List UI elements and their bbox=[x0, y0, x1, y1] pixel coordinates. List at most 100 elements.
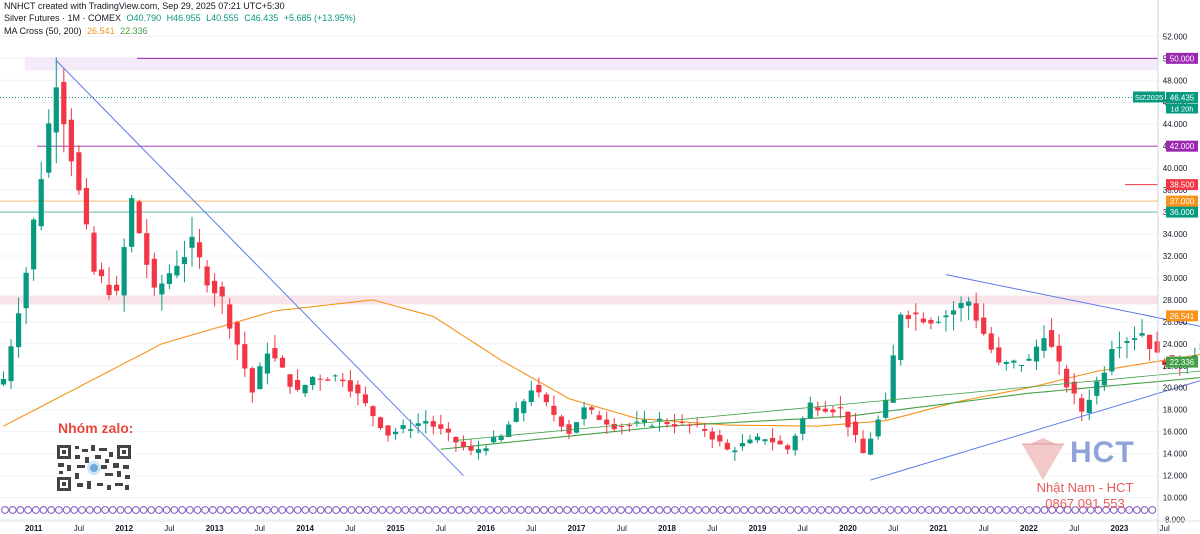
candle-body bbox=[958, 302, 964, 309]
event-marker-icon bbox=[232, 506, 240, 514]
candle-body bbox=[634, 421, 640, 423]
event-marker-icon bbox=[108, 506, 117, 514]
y-tick-label: 48.000 bbox=[1163, 76, 1188, 85]
event-marker-icon bbox=[794, 506, 802, 514]
candle-body bbox=[739, 443, 746, 447]
x-tick-label: Jul bbox=[1069, 524, 1079, 533]
candle-body bbox=[656, 418, 663, 421]
event-marker-icon bbox=[686, 506, 695, 514]
candle-body bbox=[1094, 381, 1100, 396]
candle-body bbox=[423, 421, 429, 424]
event-marker-icon bbox=[532, 506, 541, 514]
indicator-title: MA Cross (50, 200) bbox=[4, 26, 82, 36]
event-marker-icon bbox=[909, 506, 918, 514]
event-marker-icon bbox=[994, 506, 1003, 514]
price-label: 50.000 bbox=[1170, 54, 1195, 63]
price-label: 38.500 bbox=[1170, 181, 1195, 190]
candle-body bbox=[611, 423, 617, 430]
candle-body bbox=[1116, 347, 1123, 349]
candle-body bbox=[769, 437, 776, 443]
event-marker-icon bbox=[786, 506, 795, 514]
event-marker-icon bbox=[147, 506, 156, 514]
candle-body bbox=[1048, 330, 1055, 347]
event-marker-icon bbox=[694, 506, 702, 514]
event-marker-icon bbox=[570, 506, 579, 514]
candle-body bbox=[1003, 362, 1009, 365]
candle-body bbox=[581, 407, 587, 420]
symbol-tag: SIZ2025 bbox=[1135, 93, 1163, 102]
event-marker-icon bbox=[185, 506, 194, 514]
candle-body bbox=[792, 435, 798, 451]
candle-body bbox=[219, 286, 225, 297]
candle-body bbox=[491, 437, 497, 443]
candle-body bbox=[1041, 338, 1047, 351]
candle-body bbox=[1018, 365, 1024, 367]
zalo-label: Nhóm zalo: bbox=[58, 420, 134, 436]
symbol-legend: Silver Futures · 1M · COMEX O40.790 H46.… bbox=[4, 13, 359, 23]
event-marker-icon bbox=[255, 506, 264, 514]
candle-body bbox=[121, 247, 127, 296]
x-tick-label: 2018 bbox=[658, 524, 676, 533]
candle-body bbox=[1146, 334, 1153, 349]
event-marker-icon bbox=[286, 506, 294, 514]
event-marker-icon bbox=[763, 506, 772, 514]
countdown-box bbox=[1166, 103, 1198, 114]
candle-body bbox=[1162, 360, 1168, 365]
event-marker-icon bbox=[848, 506, 856, 514]
y-tick-label: 16.000 bbox=[1163, 428, 1188, 437]
candle-body bbox=[212, 280, 218, 294]
event-marker-icon bbox=[1125, 506, 1134, 514]
event-marker-icon bbox=[85, 506, 94, 514]
candle-body bbox=[1056, 345, 1062, 362]
candle-body bbox=[468, 445, 474, 451]
change-value: +5.685 (+13.95%) bbox=[283, 13, 356, 23]
ma50-line bbox=[3, 299, 1200, 427]
candle-body bbox=[257, 366, 263, 390]
x-tick-label: Jul bbox=[164, 524, 174, 533]
y-tick-label: 24.000 bbox=[1163, 340, 1188, 349]
close-value: C46.435 bbox=[244, 13, 279, 23]
candle-body bbox=[596, 415, 602, 420]
triangle-lower-line bbox=[870, 380, 1200, 481]
candle-body bbox=[506, 424, 512, 437]
candle-body bbox=[1071, 381, 1077, 394]
candle-body bbox=[91, 232, 97, 272]
price-label-box bbox=[1166, 206, 1198, 218]
candle-body bbox=[174, 265, 180, 276]
y-tick-label: 18.000 bbox=[1163, 406, 1188, 415]
ma200-value: 22.336 bbox=[120, 26, 148, 36]
event-marker-icon bbox=[447, 506, 456, 514]
event-marker-icon bbox=[771, 506, 779, 514]
event-marker-icon bbox=[801, 506, 810, 514]
event-marker-icon bbox=[724, 506, 733, 514]
x-tick-label: 2014 bbox=[296, 524, 314, 533]
event-marker-icon bbox=[902, 506, 910, 514]
x-tick-label: Jul bbox=[888, 524, 898, 533]
candle-body bbox=[76, 152, 82, 191]
event-marker-icon bbox=[401, 506, 410, 514]
event-marker-icon bbox=[748, 506, 756, 514]
event-marker-icon bbox=[293, 506, 302, 514]
event-marker-icon bbox=[1117, 506, 1126, 514]
event-marker-icon bbox=[955, 506, 964, 514]
candle-body bbox=[0, 379, 7, 385]
event-marker-icon bbox=[170, 506, 179, 514]
candle-body bbox=[830, 409, 836, 413]
event-marker-icon bbox=[601, 506, 610, 514]
event-marker-icon bbox=[24, 506, 33, 514]
candle-body bbox=[626, 425, 632, 427]
candle-body bbox=[445, 428, 451, 433]
event-marker-icon bbox=[709, 506, 718, 514]
candle-body bbox=[1033, 346, 1040, 362]
candle-body bbox=[785, 445, 791, 450]
candle-body bbox=[973, 303, 979, 321]
event-marker-icon bbox=[671, 506, 679, 514]
candle-body bbox=[883, 399, 889, 418]
event-marker-icon bbox=[463, 506, 471, 514]
event-marker-icon bbox=[1048, 506, 1057, 514]
price-label: 36.000 bbox=[1170, 208, 1195, 217]
brand-block: Nhật Nam - HCT 0867 091 553 bbox=[1010, 480, 1160, 512]
candle-body bbox=[181, 257, 188, 265]
candle-body bbox=[392, 431, 399, 435]
